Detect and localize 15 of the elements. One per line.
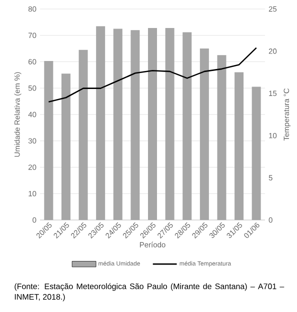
bar bbox=[252, 86, 261, 220]
bar bbox=[44, 60, 54, 220]
bar bbox=[78, 50, 88, 220]
bar bbox=[165, 28, 174, 220]
line-series bbox=[48, 47, 257, 102]
bar bbox=[130, 30, 140, 220]
bar bbox=[200, 48, 209, 220]
bar bbox=[96, 26, 106, 220]
text: (Fonte: Estação Meteorológica São Paulo (Mirante de Santana) – A701 – INMET, 2018.) bbox=[14, 283, 284, 302]
bar bbox=[113, 28, 122, 220]
bar bbox=[148, 28, 157, 220]
bar bbox=[217, 55, 226, 220]
bar bbox=[61, 74, 70, 220]
bar bbox=[182, 32, 192, 220]
bar bbox=[234, 72, 244, 220]
